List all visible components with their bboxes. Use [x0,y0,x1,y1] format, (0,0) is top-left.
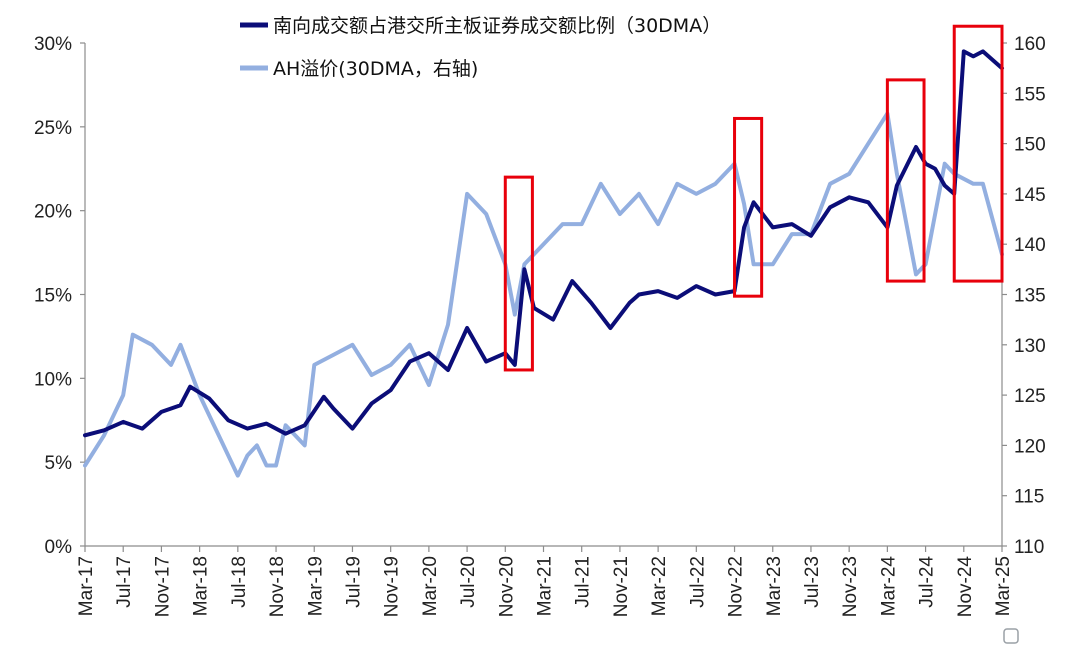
x-tick-label: Jul-19 [343,556,364,608]
x-tick-label: Nov-22 [726,556,747,617]
x-tick-label: Mar-20 [420,556,441,616]
highlight-box [885,78,926,283]
highlight-box [952,24,1004,283]
y-left-tick-label: 20% [34,202,72,223]
x-tick-label: Mar-19 [305,556,326,616]
y-left-ticks: 0% 5% 10% 15% 20% 25% 30% [34,34,85,558]
x-tick-label: Mar-21 [535,556,556,616]
series-line-ah-premium [83,111,1004,478]
x-tick-label: Mar-22 [649,556,670,616]
legend-label-ah-premium: AH溢价(30DMA，右轴) [273,58,478,80]
x-tick-label: Nov-20 [496,556,517,617]
y-left-tick-label: 10% [34,369,72,390]
legend-label-southbound-ratio: 南向成交额占港交所主板证券成交额比例（30DMA） [273,15,721,37]
y-right-tick-label: 140 [1014,235,1046,256]
x-tick-label: Jul-22 [687,556,708,608]
x-tick-label: Nov-18 [267,556,288,617]
y-right-tick-label: 115 [1014,487,1044,508]
highlight-boxes [503,24,1004,372]
x-tick-label: Nov-19 [382,556,403,617]
watermark [1003,628,1019,644]
x-tick-label: Mar-17 [76,556,97,616]
x-tick-label: Mar-25 [993,556,1014,616]
x-tick-label: Mar-24 [878,556,899,617]
y-left-tick-label: 30% [34,34,72,55]
x-ticks: Mar-17 Jul-17 Nov-17 Mar-18 Jul-18 Nov-18 Mar-… [76,546,1014,617]
y-right-tick-label: 130 [1014,336,1046,357]
y-right-tick-label: 135 [1014,286,1046,307]
y-left-tick-label: 5% [45,453,73,474]
y-right-tick-label: 125 [1014,386,1046,407]
x-tick-label: Mar-23 [764,556,785,616]
series-line-southbound-ratio [83,49,1004,438]
x-tick-label: Jul-23 [802,556,823,608]
y-right-tick-label: 155 [1014,84,1046,105]
x-tick-label: Jul-20 [458,556,479,608]
y-right-ticks: 110 115 120 125 130 135 140 145 150 155 160 [1002,34,1046,558]
y-right-tick-label: 110 [1014,537,1044,558]
x-tick-label: Nov-24 [955,556,976,618]
x-tick-label: Jul-17 [114,556,135,608]
highlight-box [733,116,764,298]
y-right-tick-label: 145 [1014,185,1046,206]
y-right-tick-label: 150 [1014,135,1046,156]
x-tick-label: Nov-23 [840,556,861,617]
y-left-tick-label: 0% [45,537,73,558]
x-tick-label: Nov-21 [611,556,632,617]
y-right-tick-label: 160 [1014,34,1046,55]
x-tick-label: Nov-17 [152,556,173,617]
x-tick-label: Jul-24 [917,556,938,608]
axes [84,43,1003,547]
x-tick-label: Mar-18 [191,556,212,616]
y-left-tick-label: 15% [34,286,72,307]
y-left-tick-label: 25% [34,118,72,139]
x-tick-label: Jul-21 [573,556,594,608]
legend: 南向成交额占港交所主板证券成交额比例（30DMA） AH溢价(30DMA，右轴) [240,15,721,80]
x-tick-label: Jul-18 [229,556,250,608]
watermark-logo-icon [1003,628,1019,644]
y-right-tick-label: 120 [1014,436,1046,457]
highlight-box [503,175,534,372]
series-layer [83,49,1004,478]
